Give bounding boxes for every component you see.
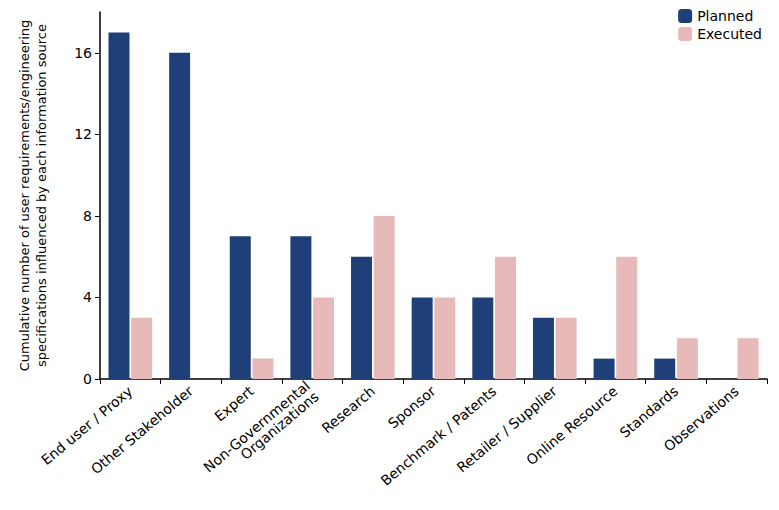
- svg-text:Organizations: Organizations: [237, 388, 321, 462]
- svg-text:End user / Proxy: End user / Proxy: [38, 382, 136, 469]
- svg-text:specifications influenced by e: specifications influenced by each inform…: [34, 24, 49, 367]
- svg-text:Observations: Observations: [661, 383, 742, 455]
- svg-text:Non-Governmental: Non-Governmental: [201, 378, 313, 476]
- svg-text:0: 0: [83, 371, 92, 387]
- svg-text:4: 4: [83, 289, 92, 305]
- svg-text:16: 16: [74, 45, 92, 61]
- svg-text:Executed: Executed: [697, 26, 762, 42]
- svg-text:Other Stakeholder: Other Stakeholder: [88, 383, 196, 478]
- svg-text:12: 12: [74, 126, 92, 142]
- svg-text:Planned: Planned: [697, 8, 753, 24]
- svg-text:Benchmark / Patents: Benchmark / Patents: [378, 383, 500, 489]
- svg-text:Expert: Expert: [211, 383, 257, 425]
- svg-text:Sponsor: Sponsor: [385, 383, 439, 432]
- svg-text:8: 8: [83, 208, 92, 224]
- svg-text:Research: Research: [319, 383, 378, 437]
- svg-text:Standards: Standards: [616, 382, 682, 441]
- svg-text:Online Resource: Online Resource: [523, 383, 620, 468]
- svg-text:Retailer / Supplier: Retailer / Supplier: [454, 383, 560, 476]
- svg-text:Cumulative number of user requ: Cumulative number of user requirements/e…: [17, 20, 32, 372]
